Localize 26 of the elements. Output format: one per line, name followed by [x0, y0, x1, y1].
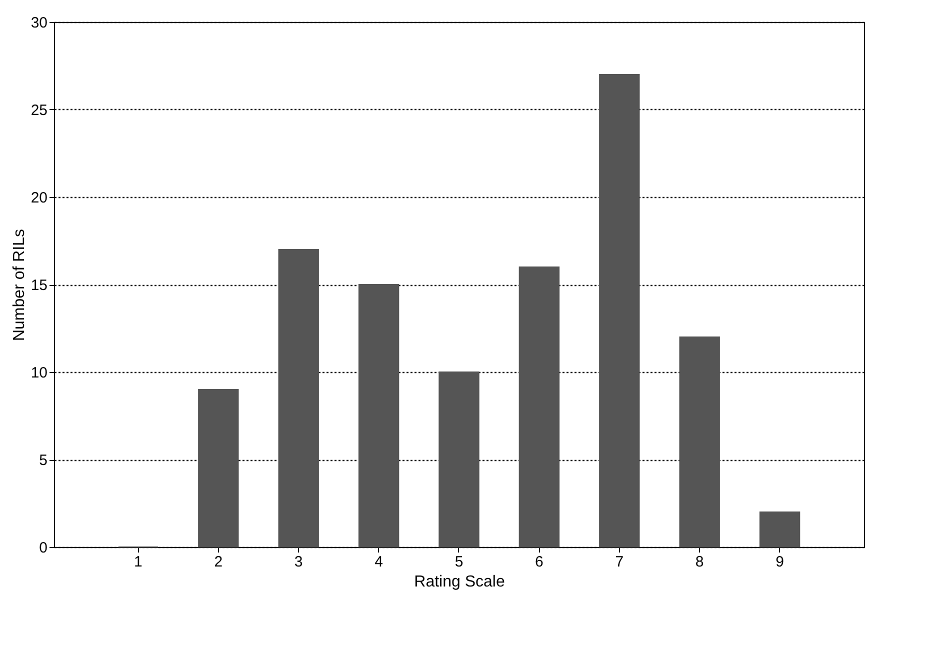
x-tick-label: 3	[294, 554, 303, 570]
x-tick-label: 1	[134, 554, 142, 570]
x-tick-label: 2	[214, 554, 223, 570]
x-tick-label: 8	[695, 554, 704, 570]
x-axis-title: Rating Scale	[414, 574, 505, 590]
bar	[438, 372, 480, 548]
bar	[278, 249, 319, 548]
y-tick-label: 0	[39, 540, 48, 556]
bar	[599, 74, 640, 548]
bar	[759, 512, 800, 548]
x-tick-label: 5	[454, 554, 464, 570]
x-tick-label: 4	[374, 554, 383, 570]
y-tick-label: 25	[30, 102, 48, 119]
bar	[518, 266, 560, 548]
bar	[198, 389, 239, 548]
y-tick-label: 30	[30, 14, 48, 32]
x-tick-label: 6	[535, 554, 544, 570]
bar	[358, 284, 400, 548]
y-tick-label: 10	[30, 364, 48, 382]
y-axis-title: Number of RILs	[10, 228, 28, 342]
x-tick-label: 7	[615, 554, 624, 570]
y-tick-label: 20	[30, 190, 48, 206]
y-tick-label: 5	[39, 452, 48, 469]
x-tick-label: 9	[776, 554, 784, 570]
bar	[679, 336, 720, 548]
y-tick-label: 15	[30, 277, 48, 294]
